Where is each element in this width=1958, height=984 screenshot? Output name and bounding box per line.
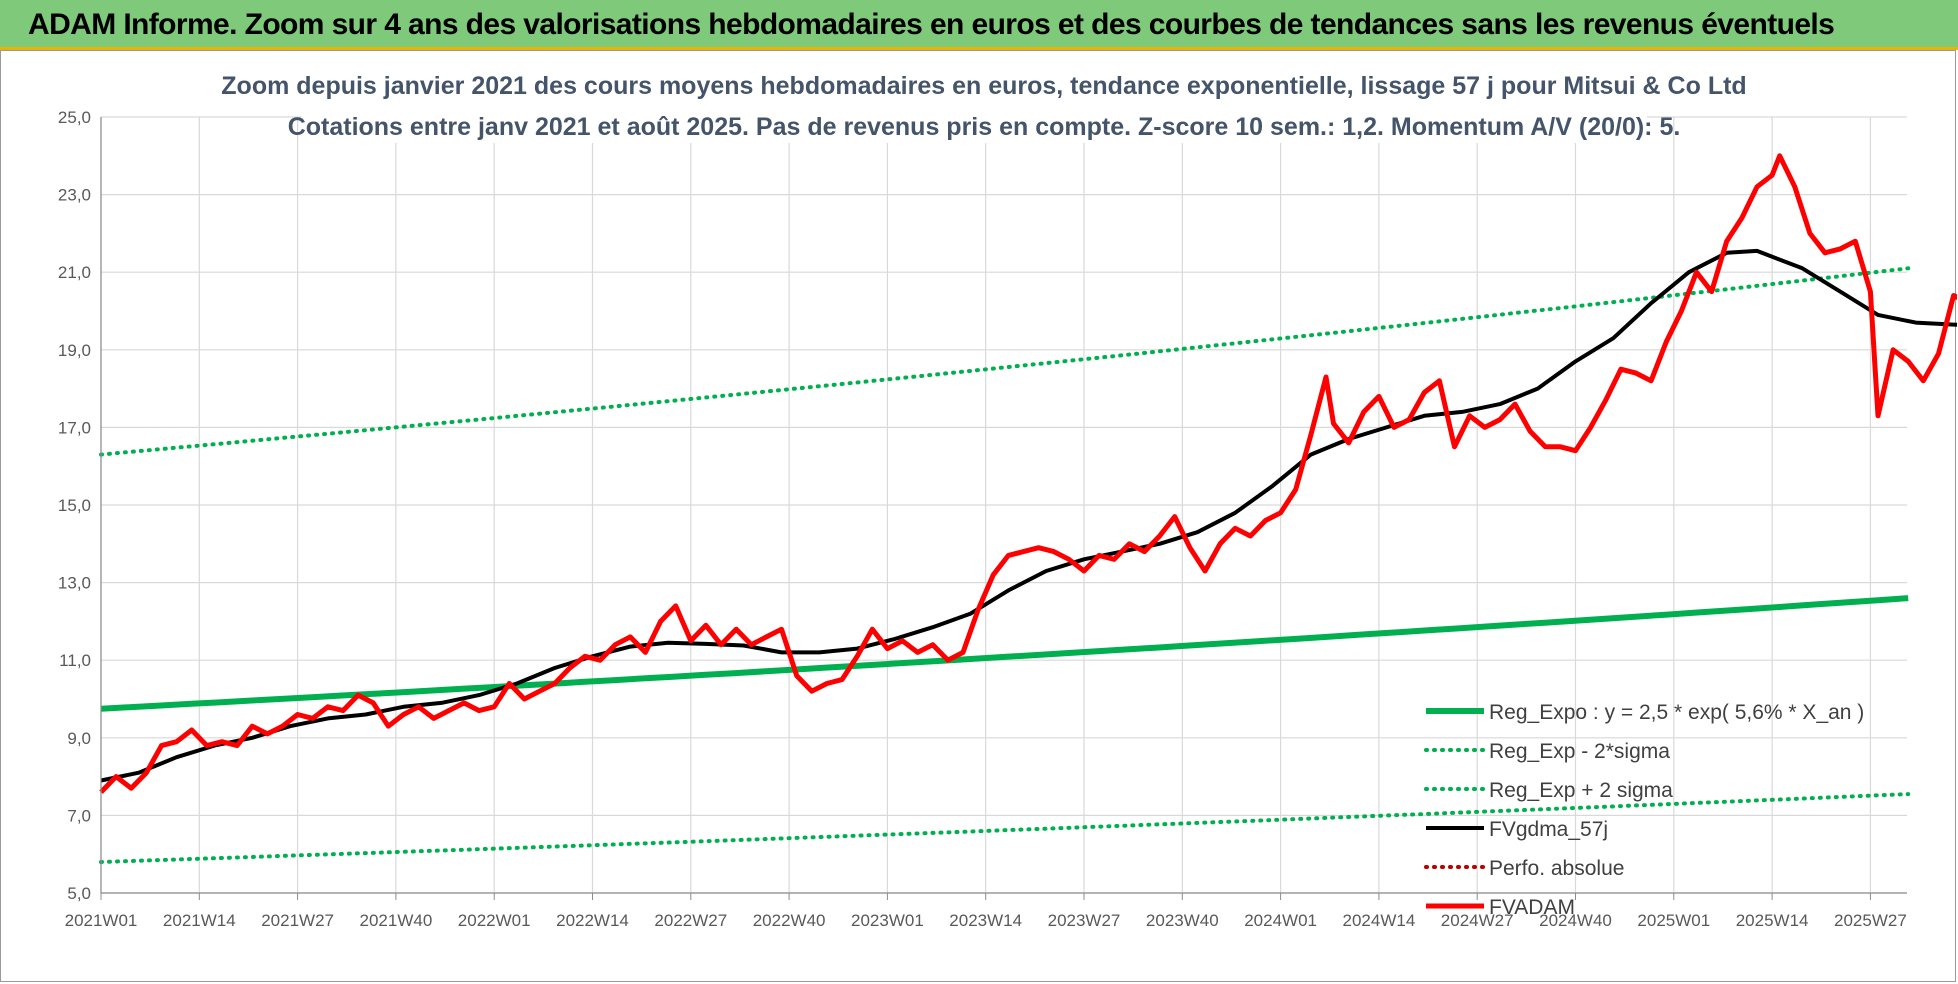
- title-background: [301, 63, 1647, 143]
- legend-label: FVgdma_57j: [1489, 818, 1608, 841]
- y-tick-label: 9,0: [67, 729, 91, 748]
- x-tick-label: 2024W27: [1441, 911, 1514, 930]
- x-tick-label: 2021W14: [163, 911, 236, 930]
- x-tick-label: 2025W27: [1834, 911, 1907, 930]
- chart-axes: 5,0 7,0 9,0 11,0 13,0 15,0 17,0 19,0 21,0 23,0 25,…: [58, 108, 1907, 930]
- legend-label: FVADAM: [1489, 896, 1575, 919]
- x-tick-label: 2023W27: [1048, 911, 1121, 930]
- x-tick-label: 2022W27: [654, 911, 727, 930]
- report-title: ADAM Informe. Zoom sur 4 ans des valoris…: [28, 8, 1835, 41]
- x-tick-label: 2025W14: [1736, 911, 1809, 930]
- series-line-2: [99, 266, 1911, 457]
- chart-svg: 5,0 7,0 9,0 11,0 13,0 15,0 17,0 19,0 21,0 23,0 25,…: [58, 63, 1957, 930]
- legend-label: Reg_Exp + 2 sigma: [1489, 779, 1673, 802]
- legend-label: Reg_Expo : y = 2,5 * exp( 5,6% * X_an ): [1489, 701, 1864, 724]
- x-tick-label: 2022W01: [458, 911, 531, 930]
- legend-label: Reg_Exp - 2*sigma: [1489, 740, 1670, 763]
- x-tick-label: 2024W40: [1539, 911, 1612, 930]
- x-tick-label: 2021W27: [261, 911, 334, 930]
- chart-series: [99, 153, 1957, 864]
- series-line-0: [100, 595, 1909, 712]
- y-tick-label: 15,0: [58, 496, 91, 515]
- series-line-5: [99, 153, 1957, 794]
- series-line-3: [100, 248, 1957, 783]
- x-tick-label: 2024W14: [1343, 911, 1416, 930]
- legend-label: Perfo. absolue: [1489, 857, 1624, 880]
- chart-frame: 5,0 7,0 9,0 11,0 13,0 15,0 17,0 19,0 21,0 23,0 25,…: [0, 50, 1957, 982]
- chart-grid: [100, 116, 1907, 894]
- x-tick-label: 2025W01: [1637, 911, 1710, 930]
- y-tick-label: 17,0: [58, 418, 91, 437]
- x-tick-label: 2021W01: [65, 911, 138, 930]
- x-tick-label: 2022W14: [556, 911, 629, 930]
- x-tick-label: 2022W40: [753, 911, 826, 930]
- x-tick-label: 2023W14: [949, 911, 1022, 930]
- x-tick-label: 2021W40: [360, 911, 433, 930]
- y-tick-label: 13,0: [58, 574, 91, 593]
- x-tick-label: 2023W40: [1146, 911, 1219, 930]
- x-tick-label: 2023W01: [851, 911, 924, 930]
- x-tick-label: 2024W01: [1244, 911, 1317, 930]
- y-tick-label: 7,0: [67, 806, 91, 825]
- chart-titles: Zoom depuis janvier 2021 des cours moyen…: [221, 63, 1747, 143]
- chart-legend: Reg_Expo : y = 2,5 * exp( 5,6% * X_an ) R…: [1424, 701, 1864, 919]
- chart-title: Zoom depuis janvier 2021 des cours moyen…: [221, 72, 1746, 100]
- y-tick-label: 11,0: [59, 651, 91, 670]
- y-tick-label: 21,0: [58, 263, 91, 282]
- report-header: ADAM Informe. Zoom sur 4 ans des valoris…: [0, 0, 1958, 50]
- series-line-1: [99, 792, 1911, 864]
- chart-subtitle: Cotations entre janv 2021 et août 2025. …: [288, 113, 1681, 141]
- y-tick-label: 23,0: [58, 186, 91, 205]
- y-tick-label: 5,0: [67, 884, 91, 903]
- y-tick-label: 25,0: [58, 108, 91, 127]
- y-tick-label: 19,0: [58, 341, 91, 360]
